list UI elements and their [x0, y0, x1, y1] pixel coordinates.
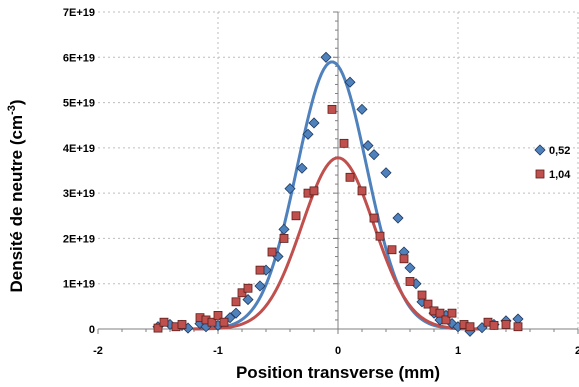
- data-point-0-52: [381, 168, 391, 178]
- legend-label-1-04: 1,04: [549, 169, 571, 181]
- data-point-1-04: [244, 284, 252, 292]
- y-tick-label: 3E+19: [63, 188, 95, 200]
- data-point-1-04: [346, 173, 354, 181]
- data-point-1-04: [292, 212, 300, 220]
- y-tick-label: 5E+19: [63, 98, 95, 110]
- data-point-0-52: [393, 213, 403, 223]
- x-tick-label: 0: [335, 345, 341, 357]
- data-point-1-04: [418, 291, 426, 299]
- y-tick-label: 7E+19: [63, 7, 95, 19]
- data-point-1-04: [328, 105, 336, 113]
- data-point-0-52: [321, 52, 331, 62]
- data-point-1-04: [268, 248, 276, 256]
- data-point-1-04: [448, 309, 456, 317]
- x-tick-label: -2: [93, 345, 103, 357]
- y-axis-title-main: Densité de neutre (cm: [7, 115, 26, 293]
- tick-labels: 0 1E+19 2E+19 3E+19 4E+19 5E+19 6E+19 7E+19 -2 -1…: [63, 7, 579, 357]
- data-point-1-04: [220, 318, 228, 326]
- data-point-1-04: [490, 321, 498, 329]
- data-point-0-52: [309, 118, 319, 128]
- data-point-1-04: [406, 277, 414, 285]
- data-point-1-04: [256, 266, 264, 274]
- axes: [98, 12, 578, 334]
- data-point-0-52: [369, 150, 379, 160]
- data-point-1-04: [280, 234, 288, 242]
- data-point-1-04: [502, 320, 510, 328]
- data-point-0-52: [279, 224, 289, 234]
- legend-marker-1-04: [536, 170, 544, 178]
- data-point-1-04: [358, 187, 366, 195]
- data-point-1-04: [178, 320, 186, 328]
- data-point-1-04: [370, 214, 378, 222]
- data-point-1-04: [310, 187, 318, 195]
- data-point-1-04: [340, 139, 348, 147]
- legend-label-0-52: 0,52: [549, 145, 570, 157]
- y-axis-title-superscript: -3: [6, 105, 18, 115]
- data-point-0-52: [405, 263, 415, 273]
- data-point-0-52: [363, 141, 373, 151]
- y-tick-label: 4E+19: [63, 143, 95, 155]
- x-tick-label: 2: [575, 345, 579, 357]
- y-tick-label: 6E+19: [63, 52, 95, 64]
- x-tick-label: 1: [455, 345, 461, 357]
- legend-marker-0-52: [535, 145, 545, 155]
- data-point-1-04: [160, 318, 168, 326]
- y-tick-label: 1E+19: [63, 279, 95, 291]
- data-point-0-52: [357, 104, 367, 114]
- y-tick-label: 0: [89, 324, 95, 336]
- data-point-1-04: [466, 323, 474, 331]
- data-point-1-04: [400, 255, 408, 263]
- legend: 0,52 1,04: [535, 145, 571, 181]
- y-tick-label: 2E+19: [63, 233, 95, 245]
- data-point-1-04: [514, 323, 522, 331]
- data-point-1-04: [388, 246, 396, 254]
- data-point-1-04: [376, 232, 384, 240]
- x-tick-label: -1: [213, 345, 223, 357]
- y-axis-title-tail: ): [7, 99, 26, 105]
- x-axis-title: Position transverse (mm): [236, 363, 440, 382]
- data-point-1-04: [232, 298, 240, 306]
- y-axis-title: Densité de neutre (cm-3): [6, 99, 26, 292]
